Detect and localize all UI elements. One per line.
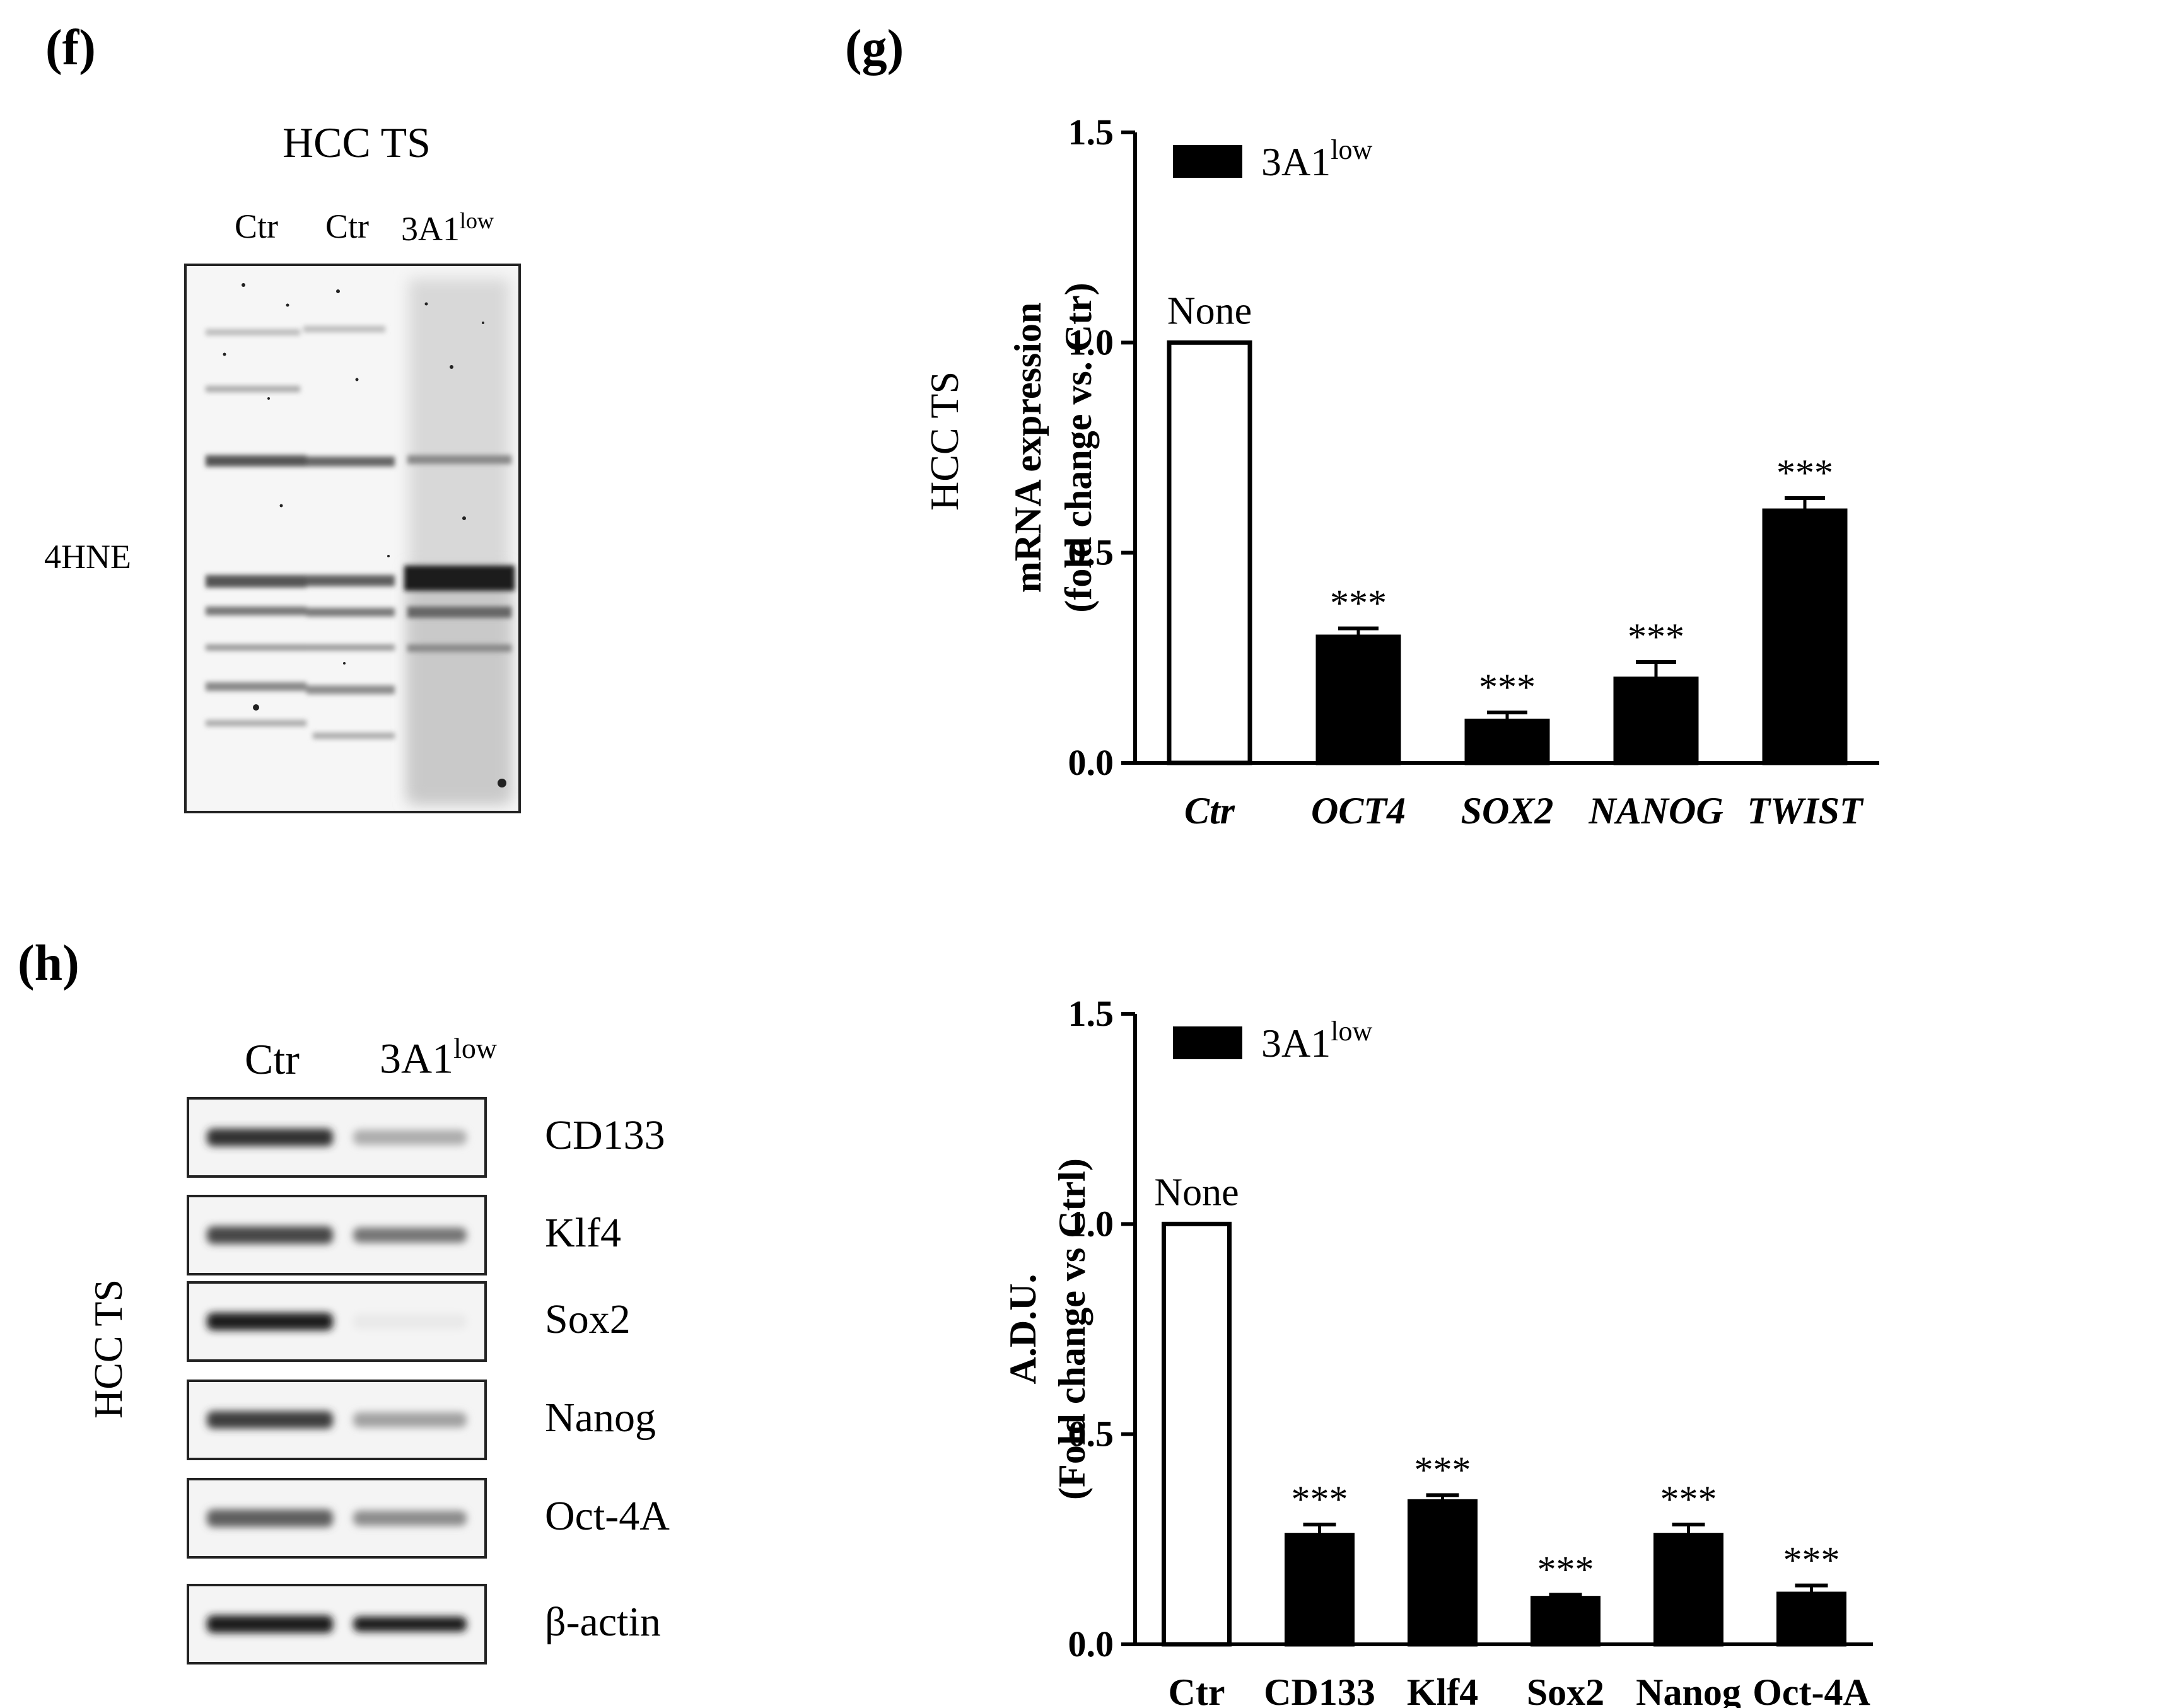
legend-label: 3A1low [1261,1016,1372,1066]
panel-g-letter: (g) [845,20,904,76]
y-axis-label-line2: (Fold change vs Ctrl) [1051,1158,1093,1500]
bar-nanog [1613,677,1699,765]
bar-twist [1762,508,1848,765]
blot-row-nanog [187,1380,487,1460]
y-tick-label: 0.0 [1068,742,1114,783]
blot-row-image [207,1411,467,1429]
blot-row-oct-4a [187,1478,487,1559]
y-axis-label-line1: A.D.U. [1002,1274,1044,1385]
band-treated [353,1228,467,1243]
bar-sox2 [1464,718,1550,765]
y-tick-label: 0.5 [1068,532,1114,573]
band-ctr [207,1509,333,1527]
x-tick-label: TWIST [1747,790,1864,832]
band-treated [353,1412,467,1427]
bar-annotation: *** [1479,666,1536,708]
band-treated [353,1617,467,1632]
bar-ctr [1167,340,1252,765]
panel-f-lane-2: Ctr [325,207,370,245]
y-tick-label: 1.5 [1068,993,1114,1034]
band-ctr [207,1129,333,1146]
band-ctr [207,1615,333,1633]
blot-row-image [207,1615,467,1633]
panel-h-lane-1: Ctr [245,1035,300,1083]
bar-oct4 [1315,634,1401,765]
y-tick-label: 0.5 [1068,1414,1114,1455]
x-tick-label: Sox2 [1527,1671,1604,1708]
panel-f-lane-3: 3A1low [401,208,494,248]
bar-annotation: *** [1628,616,1684,658]
panel-g-side-label: HCC TS [922,371,967,511]
western-blot-4hne [184,264,521,813]
band-ctr [207,1313,333,1330]
blot-row-label: Nanog [545,1395,656,1441]
y-axis-label-line1: mRNA expression [1007,303,1049,593]
bar-annotation: None [1154,1171,1239,1214]
panel-f-row-label: 4HNE [44,538,131,576]
bar-annotation: *** [1660,1479,1717,1520]
bar-annotation: *** [1292,1479,1348,1520]
panel-f-title: HCC TS [283,119,431,166]
x-tick-label: Klf4 [1407,1671,1478,1708]
panel-h-letter: (h) [18,936,79,991]
blot-row-image [207,1509,467,1527]
panel-f-lane-1: Ctr [235,207,279,245]
legend-swatch [1173,1026,1242,1059]
legend-label: 3A1low [1261,134,1372,184]
blot-row-image [207,1313,467,1330]
blot-row-image [207,1129,467,1146]
blot-row--actin [187,1584,487,1664]
bar-annotation: *** [1330,583,1387,624]
x-tick-label: OCT4 [1311,790,1406,832]
bar-annotation: *** [1537,1548,1594,1590]
panel-h-side-label: HCC TS [86,1279,131,1419]
x-tick-label: Nanog [1636,1671,1741,1708]
blot-row-label: Oct-4A [545,1493,670,1539]
band-ctr [207,1226,333,1244]
blot-row-label: Sox2 [545,1296,631,1342]
blot-row-label: Klf4 [545,1210,621,1256]
x-tick-label: Ctr [1184,790,1235,832]
bar-annotation: *** [1783,1540,1840,1581]
x-tick-label: Oct-4A [1752,1671,1870,1708]
panel-h-lane-2: 3A1low [380,1032,498,1083]
panel-f-letter: (f) [45,20,96,76]
legend-swatch [1173,145,1242,178]
x-tick-label: Ctr [1169,1671,1225,1708]
y-axis-label-line2: (fold change vs. Ctr) [1058,282,1099,612]
blot-row-label: CD133 [545,1112,665,1158]
blot-row-image [207,1226,467,1244]
chart-h-root: A.D.U. (Fold change vs Ctrl) 0.0 0.5 1.0 1.5 3… [1002,993,1873,1708]
x-tick-label: SOX2 [1461,790,1554,832]
blot-row-sox2 [187,1281,487,1362]
bar-sox2 [1531,1596,1601,1647]
bar-annotation: None [1167,289,1252,332]
chart-g: mRNA expression (fold change vs. Ctr) 0.0 0… [1007,112,1879,832]
blot-row-klf4 [187,1195,487,1275]
bar-annotation: *** [1414,1449,1471,1490]
chart-h: A.D.U. (Fold change vs Ctrl) 0.0 0.5 1.0 1.5 3… [1002,993,1873,1708]
x-tick-label: CD133 [1264,1671,1375,1708]
y-tick-label: 1.0 [1068,322,1114,363]
chart-g-root: mRNA expression (fold change vs. Ctr) 0.0 0… [1007,112,1879,832]
band-treated [353,1130,467,1145]
y-tick-label: 1.5 [1068,112,1114,153]
bar-oct-4a [1776,1591,1846,1647]
blot-row-label: β-actin [545,1599,661,1645]
western-blot-rows: CD133 Klf4 Sox2 Nanog Oct-4A β-actin [187,1097,679,1664]
y-tick-label: 0.0 [1068,1624,1114,1664]
x-tick-label: NANOG [1588,790,1723,832]
bar-nanog [1653,1533,1723,1647]
band-ctr [207,1411,333,1429]
blot-row-cd133 [187,1097,487,1178]
band-treated [353,1314,467,1329]
y-tick-label: 1.0 [1068,1203,1114,1244]
bar-cd133 [1285,1533,1355,1647]
blot-4hne-image [187,266,518,811]
bar-annotation: *** [1776,452,1833,494]
bar-ctr [1162,1221,1232,1647]
band-treated [353,1511,467,1526]
bar-klf4 [1408,1499,1478,1647]
